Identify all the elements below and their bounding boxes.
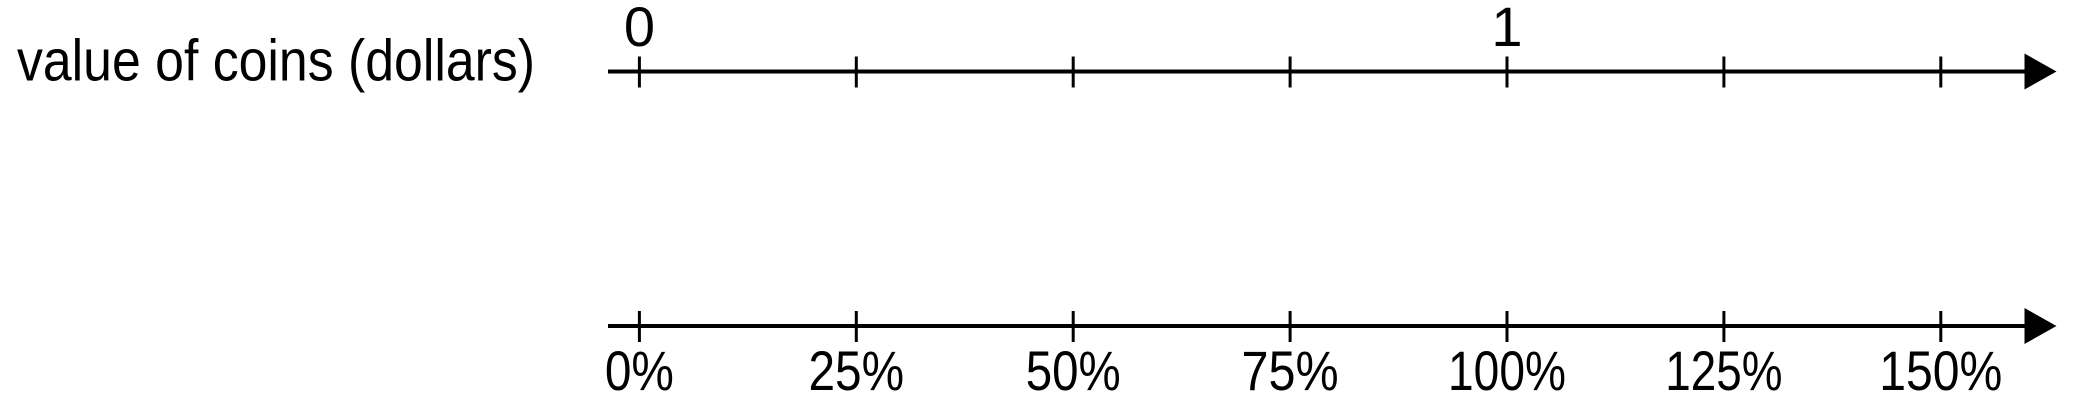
svg-text:150%: 150% — [1879, 339, 2002, 402]
svg-text:125%: 125% — [1665, 339, 1782, 402]
svg-text:1: 1 — [1491, 0, 1522, 58]
svg-text:100%: 100% — [1448, 339, 1566, 402]
svg-text:75%: 75% — [1242, 339, 1339, 402]
svg-text:0: 0 — [624, 0, 655, 58]
svg-text:0%: 0% — [605, 339, 674, 402]
svg-text:50%: 50% — [1026, 339, 1121, 402]
svg-text:value of coins (dollars): value of coins (dollars) — [17, 29, 535, 94]
svg-text:25%: 25% — [809, 339, 905, 402]
